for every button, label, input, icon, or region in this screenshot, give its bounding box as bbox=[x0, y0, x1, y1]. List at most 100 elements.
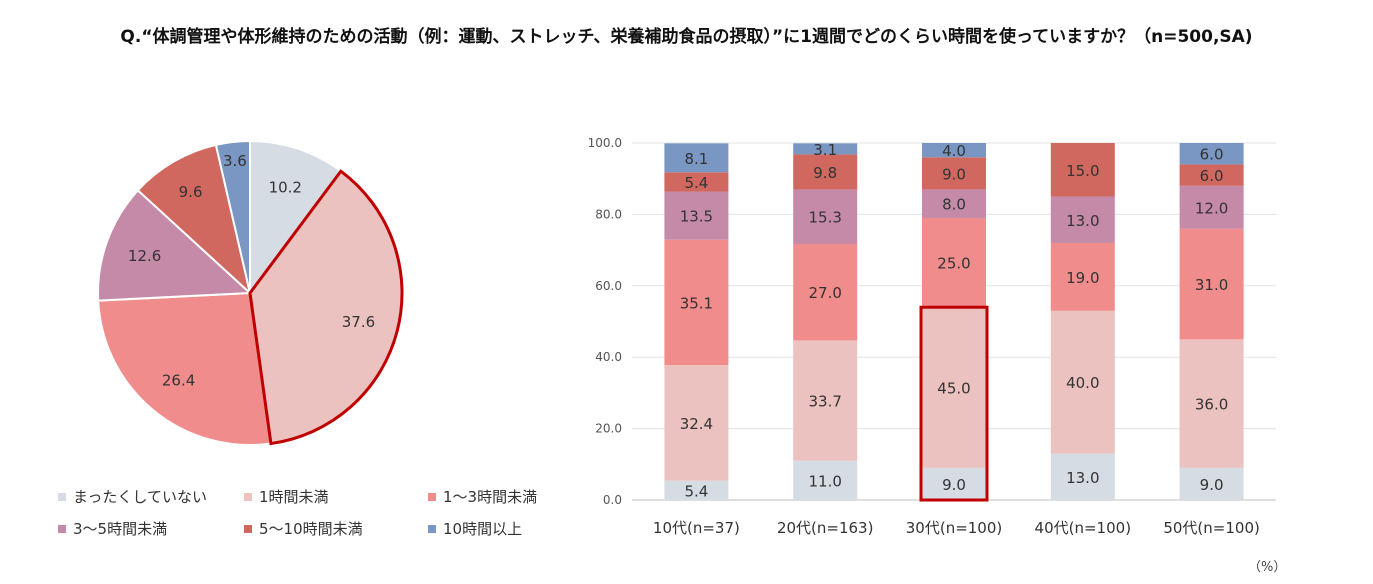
bar-segment bbox=[922, 189, 986, 218]
bar-value-label: 9.8 bbox=[813, 164, 837, 182]
pie-slice-label: 9.6 bbox=[179, 183, 203, 201]
legend-item: 10時間以上 bbox=[428, 518, 522, 539]
pie-chart: 10.2 37.6 26.4 12.6 9.6 3.6 bbox=[97, 139, 404, 446]
bar-segment bbox=[922, 467, 986, 500]
pie-slice bbox=[97, 291, 273, 446]
bar-segment bbox=[1179, 185, 1244, 229]
bar-value-label: 6.0 bbox=[1200, 146, 1224, 164]
bar-value-label: 45.0 bbox=[937, 380, 970, 398]
bar-value-label: 9.0 bbox=[942, 165, 966, 183]
legend-label: まったくしていない bbox=[73, 488, 207, 506]
bar-segment bbox=[664, 480, 729, 500]
x-tick-label: 30代(n=100) bbox=[906, 519, 1003, 537]
bar-value-label: 32.4 bbox=[680, 415, 713, 433]
bar-segment bbox=[1179, 143, 1244, 165]
bar-segment bbox=[922, 143, 986, 158]
y-tick-label: 80.0 bbox=[595, 207, 622, 221]
bar-segment bbox=[664, 143, 729, 173]
bar-segment bbox=[664, 191, 729, 240]
legend-item: 3～5時間未満 bbox=[58, 518, 167, 539]
x-tick-label: 10代(n=37) bbox=[653, 519, 740, 537]
legend-item: 5～10時間未満 bbox=[244, 518, 363, 539]
pie-slice-label: 12.6 bbox=[128, 247, 161, 265]
bar-segment bbox=[793, 244, 858, 341]
legend-swatch bbox=[58, 524, 66, 533]
pie-highlight-outline bbox=[248, 169, 404, 446]
bar-segment bbox=[664, 172, 729, 192]
bar-segment bbox=[793, 460, 858, 500]
bar-segment bbox=[1179, 339, 1244, 468]
pie-slice bbox=[97, 188, 253, 302]
bar-value-label: 13.0 bbox=[1066, 212, 1099, 230]
bar-value-label: 27.0 bbox=[808, 284, 841, 302]
x-tick-label: 20代(n=163) bbox=[777, 519, 874, 537]
bar-value-label: 9.0 bbox=[1200, 476, 1224, 494]
legend-label: 10時間以上 bbox=[443, 520, 523, 538]
bar-value-label: 40.0 bbox=[1066, 374, 1099, 392]
bar-value-label: 13.5 bbox=[680, 208, 713, 226]
bar-segment bbox=[1050, 242, 1115, 311]
bar-highlight-outline bbox=[919, 305, 989, 502]
y-tick-label: 0.0 bbox=[603, 493, 622, 507]
bar-segment bbox=[1050, 196, 1115, 243]
pie-slice bbox=[136, 143, 252, 296]
bar-value-label: 15.0 bbox=[1066, 162, 1099, 180]
legend-item: 1時間未満 bbox=[244, 486, 329, 507]
bar-value-label: 31.0 bbox=[1195, 276, 1228, 294]
bar-segment bbox=[1050, 143, 1115, 197]
bar-segment bbox=[1050, 310, 1115, 454]
bar-value-label: 11.0 bbox=[808, 472, 841, 490]
pie-slice-label: 10.2 bbox=[269, 179, 302, 197]
bar-value-label: 19.0 bbox=[1066, 269, 1099, 287]
bar-value-label: 12.0 bbox=[1195, 199, 1228, 217]
pie-slice-label: 3.6 bbox=[223, 152, 247, 170]
bar-segment bbox=[1179, 164, 1244, 186]
bar-value-label: 8.0 bbox=[942, 196, 966, 214]
bar-value-label: 36.0 bbox=[1195, 396, 1228, 414]
x-tick-label: 50代(n=100) bbox=[1163, 519, 1260, 537]
bar-segment bbox=[793, 154, 858, 190]
legend-swatch bbox=[428, 524, 436, 533]
bar-value-label: 13.0 bbox=[1066, 469, 1099, 487]
bar-value-label: 15.3 bbox=[808, 209, 841, 227]
legend-item: 1～3時間未満 bbox=[428, 486, 537, 507]
bar-segment bbox=[793, 340, 858, 461]
pie-slice bbox=[214, 139, 251, 294]
legend-item: まったくしていない bbox=[58, 486, 207, 507]
bar-value-label: 5.4 bbox=[684, 174, 708, 192]
bar-segment bbox=[664, 365, 729, 481]
y-tick-label: 40.0 bbox=[595, 350, 622, 364]
bar-segment bbox=[1179, 467, 1244, 500]
legend-label: 1時間未満 bbox=[259, 488, 329, 506]
bar-value-label: 9.0 bbox=[942, 476, 966, 494]
bar-segment bbox=[793, 143, 858, 155]
bar-segment bbox=[1179, 228, 1244, 340]
chart-title: Q.“体調管理や体形維持のための活動（例：運動、ストレッチ、栄養補助食品の摂取）… bbox=[120, 27, 1253, 47]
bar-value-label: 4.0 bbox=[942, 142, 966, 160]
pie-slice-label: 26.4 bbox=[162, 371, 195, 389]
pie-slice-label: 37.6 bbox=[342, 313, 375, 331]
bar-value-label: 3.1 bbox=[813, 141, 837, 159]
unit-label: （%） bbox=[1248, 560, 1287, 575]
legend-swatch bbox=[428, 492, 436, 501]
pie-slice bbox=[249, 139, 343, 297]
bar-value-label: 33.7 bbox=[808, 393, 841, 411]
legend-swatch bbox=[244, 492, 252, 501]
bar-segment bbox=[922, 307, 986, 468]
bar-segment bbox=[922, 157, 986, 190]
bar-value-label: 5.4 bbox=[684, 482, 708, 500]
legend-label: 3～5時間未満 bbox=[73, 520, 168, 538]
legend-swatch bbox=[58, 492, 66, 501]
bar-value-label: 35.1 bbox=[680, 294, 713, 312]
bar-segment bbox=[793, 189, 858, 245]
bar-segment bbox=[1050, 453, 1115, 500]
bar-value-label: 8.1 bbox=[684, 150, 708, 168]
y-tick-label: 20.0 bbox=[595, 422, 622, 436]
legend-label: 5～10時間未満 bbox=[259, 520, 363, 538]
y-tick-label: 100.0 bbox=[588, 136, 622, 150]
x-tick-label: 40代(n=100) bbox=[1035, 519, 1132, 537]
bar-segment bbox=[922, 217, 986, 308]
legend-label: 1～3時間未満 bbox=[443, 488, 538, 506]
legend-swatch bbox=[244, 524, 252, 533]
